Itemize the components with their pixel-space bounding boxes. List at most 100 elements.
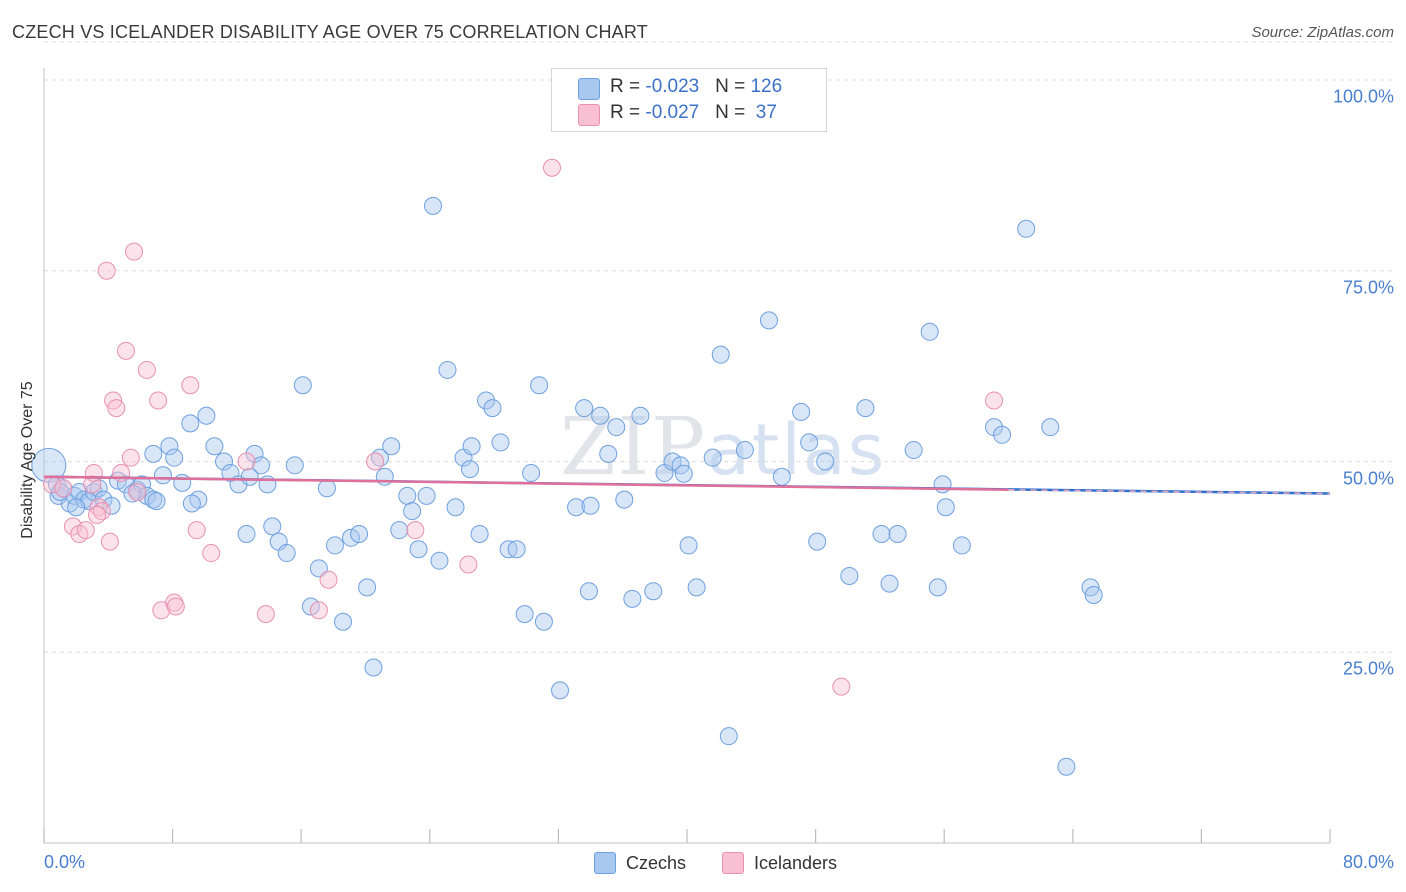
icelander-point bbox=[366, 452, 385, 471]
legend-r-label: R = bbox=[610, 76, 646, 97]
czech-point bbox=[735, 441, 754, 460]
czech-point bbox=[952, 536, 971, 555]
icelander-point bbox=[128, 483, 147, 502]
czech-point bbox=[317, 479, 336, 498]
y-tick-label: 25.0% bbox=[1342, 658, 1394, 679]
czech-point bbox=[325, 536, 344, 555]
czech-point bbox=[880, 574, 899, 593]
czech-point bbox=[800, 433, 819, 452]
legend-n-label: N = bbox=[715, 102, 751, 123]
czech-point bbox=[67, 498, 86, 517]
y-tick-label: 50.0% bbox=[1342, 468, 1394, 488]
czech-point bbox=[144, 490, 163, 509]
czech-point bbox=[358, 578, 377, 597]
legend-n-value: 126 bbox=[750, 76, 783, 97]
czech-point bbox=[534, 612, 553, 631]
czech-point bbox=[674, 464, 693, 483]
icelander-point bbox=[256, 605, 275, 624]
czech-point bbox=[719, 727, 738, 746]
czech-point bbox=[153, 466, 172, 485]
czech-point bbox=[581, 496, 600, 515]
czech-point bbox=[215, 452, 234, 471]
czech-point bbox=[711, 345, 730, 364]
icelander-point bbox=[76, 521, 95, 540]
icelander-point bbox=[309, 601, 328, 620]
czech-point bbox=[333, 612, 352, 631]
czech-point bbox=[687, 578, 706, 597]
czech-point bbox=[160, 437, 179, 456]
czech-point bbox=[364, 658, 383, 677]
czech-point bbox=[607, 418, 626, 437]
czech-point bbox=[644, 582, 663, 601]
y-tick-label: 100.0% bbox=[1332, 86, 1394, 107]
czech-point bbox=[205, 437, 224, 456]
legend-r-value: -0.023 bbox=[645, 76, 700, 97]
icelander-point bbox=[542, 158, 561, 177]
watermark: ZIPatlas bbox=[560, 400, 886, 493]
legend-text-icelanders: R = -0.027 N = 37 bbox=[610, 102, 777, 124]
czech-point bbox=[679, 536, 698, 555]
icelander-point bbox=[985, 391, 1004, 410]
watermark-zip: ZIP bbox=[560, 400, 708, 493]
czech-point bbox=[631, 406, 650, 425]
icelander-point bbox=[107, 399, 126, 418]
czech-point bbox=[792, 402, 811, 421]
czech-point bbox=[928, 578, 947, 597]
source-label: Source: ZipAtlas.com bbox=[1251, 24, 1394, 41]
icelander-point bbox=[116, 341, 135, 360]
czech-point bbox=[237, 524, 256, 543]
czech-point bbox=[872, 524, 891, 543]
czech-point bbox=[530, 376, 549, 395]
czech-point bbox=[522, 463, 541, 482]
legend-r-value: -0.027 bbox=[645, 102, 700, 123]
czech-point bbox=[615, 490, 634, 509]
czech-point bbox=[240, 467, 259, 486]
czech-point bbox=[579, 582, 598, 601]
czech-point bbox=[904, 441, 923, 460]
icelander-point bbox=[181, 376, 200, 395]
czech-point bbox=[936, 498, 955, 517]
legend-n-label: N = bbox=[715, 76, 751, 97]
icelander-point bbox=[406, 521, 425, 540]
bottom-legend-swatch-czechs bbox=[594, 852, 616, 874]
czech-point bbox=[470, 524, 489, 543]
y-tick-label: 75.0% bbox=[1342, 277, 1394, 298]
czech-point bbox=[417, 486, 436, 505]
icelander-point bbox=[149, 391, 168, 410]
czech-point bbox=[816, 452, 835, 471]
legend-swatch-icelanders bbox=[578, 104, 600, 126]
czech-point bbox=[462, 437, 481, 456]
czech-point bbox=[477, 391, 496, 410]
czech-point bbox=[933, 475, 952, 494]
icelander-point bbox=[121, 448, 140, 467]
czech-point bbox=[623, 589, 642, 608]
czech-point bbox=[808, 532, 827, 551]
czech-point bbox=[181, 414, 200, 433]
czech-point bbox=[551, 681, 570, 700]
icelander-point bbox=[459, 555, 478, 574]
czech-point bbox=[507, 540, 526, 559]
chart-title: CZECH VS ICELANDER DISABILITY AGE OVER 7… bbox=[12, 22, 648, 42]
czech-point bbox=[920, 322, 939, 341]
czech-point bbox=[575, 399, 594, 418]
czech-point bbox=[1041, 418, 1060, 437]
czech-point bbox=[1017, 219, 1036, 238]
czech-point bbox=[263, 517, 282, 536]
icelander-point bbox=[202, 544, 221, 563]
correlation-legend: R = -0.023 N = 126 R = -0.027 N = 37 bbox=[551, 68, 827, 132]
czech-point bbox=[1057, 757, 1076, 776]
czech-point bbox=[144, 444, 163, 463]
czech-point bbox=[460, 460, 479, 479]
czech-point bbox=[382, 437, 401, 456]
czech-point bbox=[759, 311, 778, 330]
czech-point bbox=[591, 406, 610, 425]
legend-text-czechs: R = -0.023 N = 126 bbox=[610, 76, 782, 98]
icelander-point bbox=[84, 463, 103, 482]
czech-point bbox=[703, 448, 722, 467]
bottom-legend-swatch-icelanders bbox=[722, 852, 744, 874]
icelander-point bbox=[100, 532, 119, 551]
icelander-point bbox=[97, 261, 116, 280]
czech-point bbox=[888, 524, 907, 543]
icelander-trend-extension bbox=[1008, 488, 1331, 495]
czech-point bbox=[398, 486, 417, 505]
